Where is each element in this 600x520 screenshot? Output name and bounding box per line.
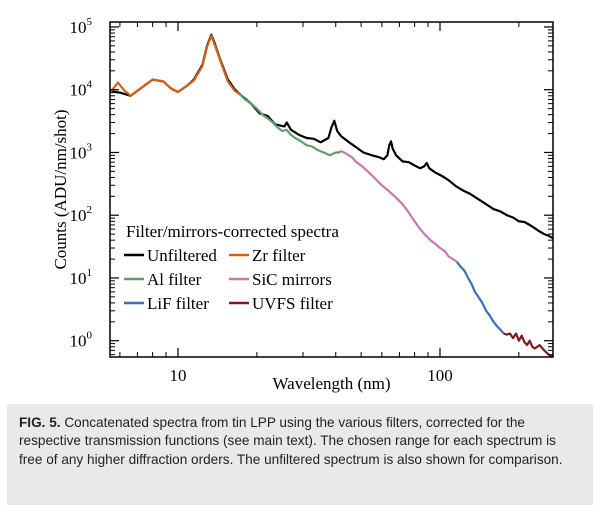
y-axis-label: Counts (ADU/nm/shot) xyxy=(51,109,70,269)
x-axis-label: Wavelength (nm) xyxy=(272,374,390,393)
legend-title: Filter/mirrors-corrected spectra xyxy=(126,222,339,241)
legend-entry: SiC mirrors xyxy=(252,270,332,289)
legend-entry: Al filter xyxy=(147,270,202,289)
y-tick-label: 100 xyxy=(70,330,93,351)
y-tick-label: 104 xyxy=(70,79,93,100)
legend: Filter/mirrors-corrected spectra Unfilter… xyxy=(124,222,339,313)
x-tick-label: 10 xyxy=(170,366,187,385)
y-tick-label: 102 xyxy=(70,204,93,225)
series-line-zr-filter xyxy=(110,34,241,97)
series-line-sic-mirrors xyxy=(340,150,458,263)
x-tick-label: 100 xyxy=(427,366,453,385)
caption-label: FIG. 5. xyxy=(19,415,61,430)
spectra-chart: 10 100 100 101 102 103 104 105 Filter/mirrors-c… xyxy=(51,16,554,393)
legend-entry: Unfiltered xyxy=(147,246,217,265)
legend-entry: LiF filter xyxy=(147,294,209,313)
legend-entry: Zr filter xyxy=(252,246,306,265)
tick-layer: 10 100 100 101 102 103 104 105 xyxy=(70,16,553,385)
series-line-uvfs-filter xyxy=(503,332,553,357)
series-line-al-filter xyxy=(238,93,342,157)
y-tick-label: 105 xyxy=(70,16,93,37)
legend-entry: UVFS filter xyxy=(252,294,333,313)
plot-frame xyxy=(109,21,554,358)
figure: 10 100 100 101 102 103 104 105 Filter/mirrors-c… xyxy=(51,16,554,393)
y-tick-label: 103 xyxy=(70,141,93,162)
series-line-lif-filter xyxy=(456,261,505,335)
series-line-unfiltered xyxy=(110,33,553,240)
caption-text: Concatenated spectra from tin LPP using … xyxy=(19,415,563,467)
y-tick-label: 101 xyxy=(70,267,93,288)
figure-caption: FIG. 5. Concatenated spectra from tin LP… xyxy=(7,404,593,505)
series-layer xyxy=(110,33,553,357)
